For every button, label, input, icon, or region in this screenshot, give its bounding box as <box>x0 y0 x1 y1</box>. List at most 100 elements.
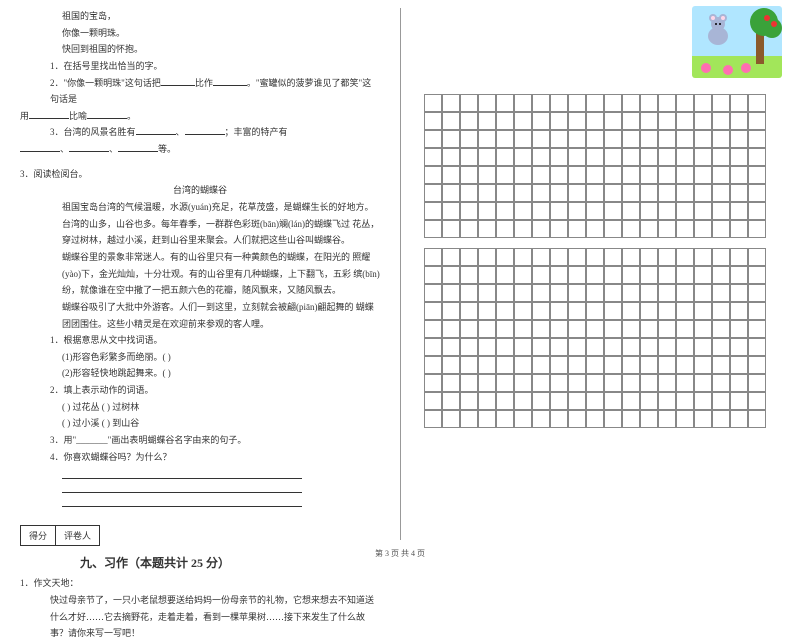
grid-cell <box>748 220 766 238</box>
grid-cell <box>496 266 514 284</box>
grid-cell <box>424 338 442 356</box>
grid-cell <box>640 356 658 374</box>
grid-cell <box>640 202 658 220</box>
grid-cell <box>496 356 514 374</box>
grid-cell <box>424 284 442 302</box>
grid-cell <box>550 202 568 220</box>
grid-cell <box>496 202 514 220</box>
grid-cell <box>604 248 622 266</box>
grid-cell <box>514 392 532 410</box>
grid-cell <box>730 266 748 284</box>
grid-cell <box>442 410 460 428</box>
q3-text: 等。 <box>158 144 176 154</box>
grid-cell <box>622 220 640 238</box>
grid-cell <box>640 392 658 410</box>
poem-line: 祖国的宝岛， <box>20 8 380 25</box>
grid-cell <box>514 356 532 374</box>
grid-cell <box>604 112 622 130</box>
grid-cell <box>442 166 460 184</box>
grid-cell <box>730 184 748 202</box>
answer-line <box>62 493 302 507</box>
grid-cell <box>460 266 478 284</box>
grid-cell <box>604 374 622 392</box>
grid-cell <box>442 266 460 284</box>
grid-cell <box>712 248 730 266</box>
grid-cell <box>712 284 730 302</box>
grid-cell <box>568 356 586 374</box>
reading-q1: 1．根据意思从文中找词语。 <box>20 332 380 349</box>
grid-cell <box>550 320 568 338</box>
grid-cell <box>730 320 748 338</box>
grid-cell <box>532 302 550 320</box>
grid-cell <box>532 112 550 130</box>
reviewer-label: 评卷人 <box>55 525 100 546</box>
grid-cell <box>478 166 496 184</box>
grid-cell <box>730 94 748 112</box>
grid-cell <box>586 148 604 166</box>
blank <box>20 142 60 152</box>
grid-cell <box>748 356 766 374</box>
grid-cell <box>514 166 532 184</box>
reading-q1b: (2)形容轻快地跳起舞来。( ) <box>20 365 380 382</box>
grid-cell <box>604 338 622 356</box>
grid-cell <box>496 374 514 392</box>
question-1: 1．在括号里找出恰当的字。 <box>20 58 380 75</box>
grid-cell <box>676 112 694 130</box>
grid-cell <box>658 374 676 392</box>
writing-heading: 1．作文天地： <box>20 575 380 592</box>
grid-cell <box>604 302 622 320</box>
grid-cell <box>514 320 532 338</box>
grid-cell <box>550 338 568 356</box>
grid-cell <box>496 184 514 202</box>
grid-cell <box>604 220 622 238</box>
grid-cell <box>424 148 442 166</box>
grid-cell <box>550 220 568 238</box>
grid-cell <box>568 266 586 284</box>
grid-cell <box>604 94 622 112</box>
grid-cell <box>514 112 532 130</box>
grid-cell <box>568 148 586 166</box>
grid-cell <box>712 338 730 356</box>
q2-text: 。 <box>127 111 136 121</box>
grid-cell <box>640 338 658 356</box>
q3-text: 3．台湾的风景名胜有 <box>50 127 136 137</box>
grid-cell <box>424 248 442 266</box>
grid-cell <box>568 130 586 148</box>
grid-cell <box>550 248 568 266</box>
grid-cell <box>442 338 460 356</box>
grid-cell <box>730 202 748 220</box>
grid-cell <box>514 302 532 320</box>
grid-cell <box>730 130 748 148</box>
grid-cell <box>676 94 694 112</box>
grid-cell <box>550 148 568 166</box>
poem-line: 快回到祖国的怀抱。 <box>20 41 380 58</box>
grid-cell <box>460 130 478 148</box>
grid-cell <box>676 320 694 338</box>
grid-cell <box>640 410 658 428</box>
grid-cell <box>532 184 550 202</box>
grid-cell <box>622 374 640 392</box>
grid-cell <box>712 266 730 284</box>
grid-cell <box>640 302 658 320</box>
grid-cell <box>622 248 640 266</box>
reading-para: 台湾的山多，山谷也多。每年春季，一群群色彩斑(bān)斓(lán)的蝴蝶飞过 花… <box>20 216 380 249</box>
grid-cell <box>586 284 604 302</box>
grid-cell <box>622 94 640 112</box>
grid-cell <box>442 248 460 266</box>
story-illustration <box>692 6 782 78</box>
reading-q4: 4．你喜欢蝴蝶谷吗？为什么？ <box>20 449 380 466</box>
page-footer: 第 3 页 共 4 页 <box>0 548 800 559</box>
grid-cell <box>478 266 496 284</box>
q2-text: 比喻 <box>69 111 87 121</box>
grid-cell <box>460 392 478 410</box>
grid-cell <box>478 148 496 166</box>
grid-cell <box>424 184 442 202</box>
grid-cell <box>676 130 694 148</box>
blank <box>87 109 127 119</box>
grid-cell <box>622 184 640 202</box>
grid-cell <box>478 202 496 220</box>
grid-cell <box>622 130 640 148</box>
left-column: 祖国的宝岛， 你像一颗明珠。 快回到祖国的怀抱。 1．在括号里找出恰当的字。 2… <box>0 0 400 540</box>
writing-grids <box>424 94 780 428</box>
grid-cell <box>514 94 532 112</box>
